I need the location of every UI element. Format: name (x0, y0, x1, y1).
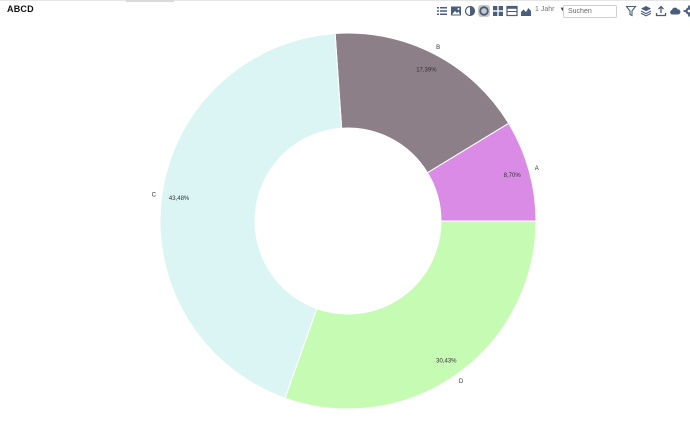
image-view-icon[interactable] (450, 5, 462, 17)
slice-percent-label: 30,43% (436, 358, 457, 364)
filter-icon[interactable] (625, 5, 637, 17)
donut-slice-d[interactable] (284, 220, 537, 410)
slice-category-label: A (535, 166, 539, 172)
slice-percent-label: 8,70% (504, 173, 522, 179)
export-icon[interactable] (655, 5, 667, 17)
grid-view-icon[interactable] (492, 5, 504, 17)
page-title: ABCD (7, 4, 34, 14)
tab-indicator (126, 0, 174, 2)
chevron-down-icon: ▼ (559, 7, 565, 13)
top-border (0, 0, 690, 1)
pie-chart-icon[interactable] (464, 5, 476, 17)
donut-slice-c[interactable] (159, 32, 343, 399)
list-view-icon[interactable] (436, 5, 448, 17)
period-label: 1 Jahr (535, 6, 555, 13)
donut-slice-b[interactable] (334, 32, 510, 174)
table-view-icon[interactable] (506, 5, 518, 17)
slice-category-label: D (459, 379, 464, 385)
cloud-icon[interactable] (669, 5, 681, 17)
period-select[interactable]: 1 Jahr ▼ (535, 6, 565, 13)
donut-chart-icon[interactable] (478, 5, 490, 17)
gear-icon[interactable] (683, 5, 690, 17)
area-chart-icon[interactable] (520, 5, 532, 17)
search-input[interactable] (563, 5, 617, 18)
slice-category-label: C (152, 192, 157, 198)
slice-percent-label: 17,39% (416, 68, 437, 74)
slice-percent-label: 43,48% (169, 196, 190, 202)
layers-icon[interactable] (640, 5, 652, 17)
slice-category-label: B (436, 45, 440, 51)
